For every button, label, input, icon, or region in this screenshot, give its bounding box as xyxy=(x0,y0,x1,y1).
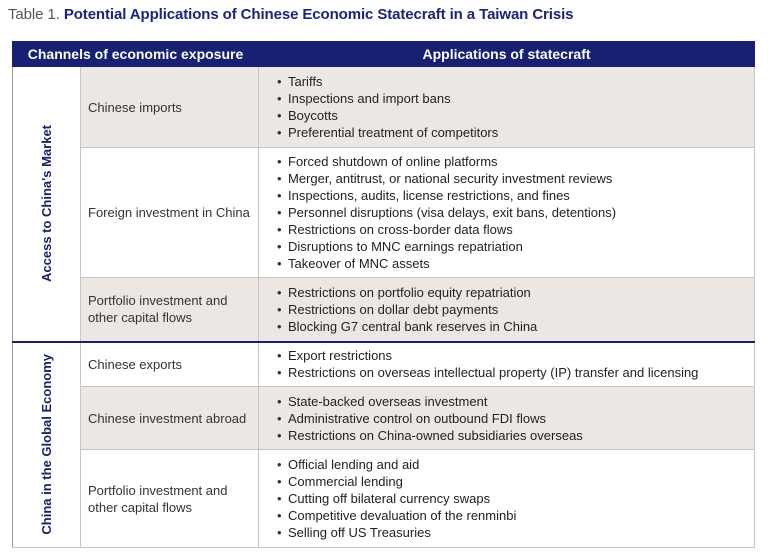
header-applications: Applications of statecraft xyxy=(258,41,755,67)
list-item: Official lending and aid xyxy=(277,456,754,473)
list-item: Restrictions on cross-border data flows xyxy=(277,221,754,238)
header-channels: Channels of economic exposure xyxy=(12,41,259,67)
statecraft-table: Channels of economic exposure Applicatio… xyxy=(12,41,755,548)
list-item: Boycotts xyxy=(277,107,754,124)
table-row: China in the Global Economy Chinese expo… xyxy=(12,340,755,548)
list-item: Export restrictions xyxy=(277,347,754,364)
table-row: Portfolio investment and other capital f… xyxy=(13,449,755,548)
list-item: Merger, antitrust, or national security … xyxy=(277,170,754,187)
list-item: Disruptions to MNC earnings repatriation xyxy=(277,238,754,255)
list-item: Preferential treatment of competitors xyxy=(277,124,754,141)
list-item: Selling off US Treasuries xyxy=(277,524,754,541)
applications-cell: Export restrictions Restrictions on over… xyxy=(258,340,755,387)
list-item: Takeover of MNC assets xyxy=(277,255,754,272)
list-item: State-backed overseas investment xyxy=(277,393,754,410)
list-item: Tariffs xyxy=(277,73,754,90)
list-item: Competitive devaluation of the renminbi xyxy=(277,507,754,524)
channel-cell: Portfolio investment and other capital f… xyxy=(80,277,259,342)
group-label: Access to China's Market xyxy=(39,125,54,283)
list-item: Restrictions on China-owned subsidiaries… xyxy=(277,427,754,444)
table-caption: Table 1. Potential Applications of Chine… xyxy=(8,6,574,23)
list-item: Cutting off bilateral currency swaps xyxy=(277,490,754,507)
channel-cell: Portfolio investment and other capital f… xyxy=(80,449,259,548)
channel-cell: Chinese imports xyxy=(80,66,259,148)
list-item: Restrictions on overseas intellectual pr… xyxy=(277,364,754,381)
list-item: Restrictions on dollar debt payments xyxy=(277,301,754,318)
table-row: Foreign investment in China Forced shutd… xyxy=(13,147,755,278)
table-row: Access to China's Market Chinese imports… xyxy=(12,66,755,342)
list-item: Administrative control on outbound FDI f… xyxy=(277,410,754,427)
list-item: Inspections and import bans xyxy=(277,90,754,107)
group-cell-global-economy: China in the Global Economy xyxy=(12,340,81,548)
list-item: Personnel disruptions (visa delays, exit… xyxy=(277,204,754,221)
list-item: Restrictions on portfolio equity repatri… xyxy=(277,284,754,301)
channel-cell: Chinese exports xyxy=(80,340,259,387)
applications-cell: State-backed overseas investment Adminis… xyxy=(258,386,755,450)
group-label: China in the Global Economy xyxy=(39,354,54,536)
group-cell-market-access: Access to China's Market xyxy=(12,66,81,342)
applications-cell: Restrictions on portfolio equity repatri… xyxy=(258,277,755,342)
table-row: Chinese investment abroad State-backed o… xyxy=(13,386,755,450)
table-title: Potential Applications of Chinese Econom… xyxy=(63,6,574,23)
list-item: Forced shutdown of online platforms xyxy=(277,153,754,170)
table-number: Table 1. xyxy=(8,6,60,23)
channel-cell: Foreign investment in China xyxy=(80,147,259,278)
channel-cell: Chinese investment abroad xyxy=(80,386,259,450)
header-row: Channels of economic exposure Applicatio… xyxy=(12,41,755,67)
applications-cell: Forced shutdown of online platforms Merg… xyxy=(258,147,755,278)
applications-cell: Tariffs Inspections and import bans Boyc… xyxy=(258,66,755,148)
list-item: Inspections, audits, license restriction… xyxy=(277,187,754,204)
applications-cell: Official lending and aid Commercial lend… xyxy=(258,449,755,548)
table-row: Portfolio investment and other capital f… xyxy=(13,277,755,342)
list-item: Commercial lending xyxy=(277,473,754,490)
list-item: Blocking G7 central bank reserves in Chi… xyxy=(277,318,754,335)
